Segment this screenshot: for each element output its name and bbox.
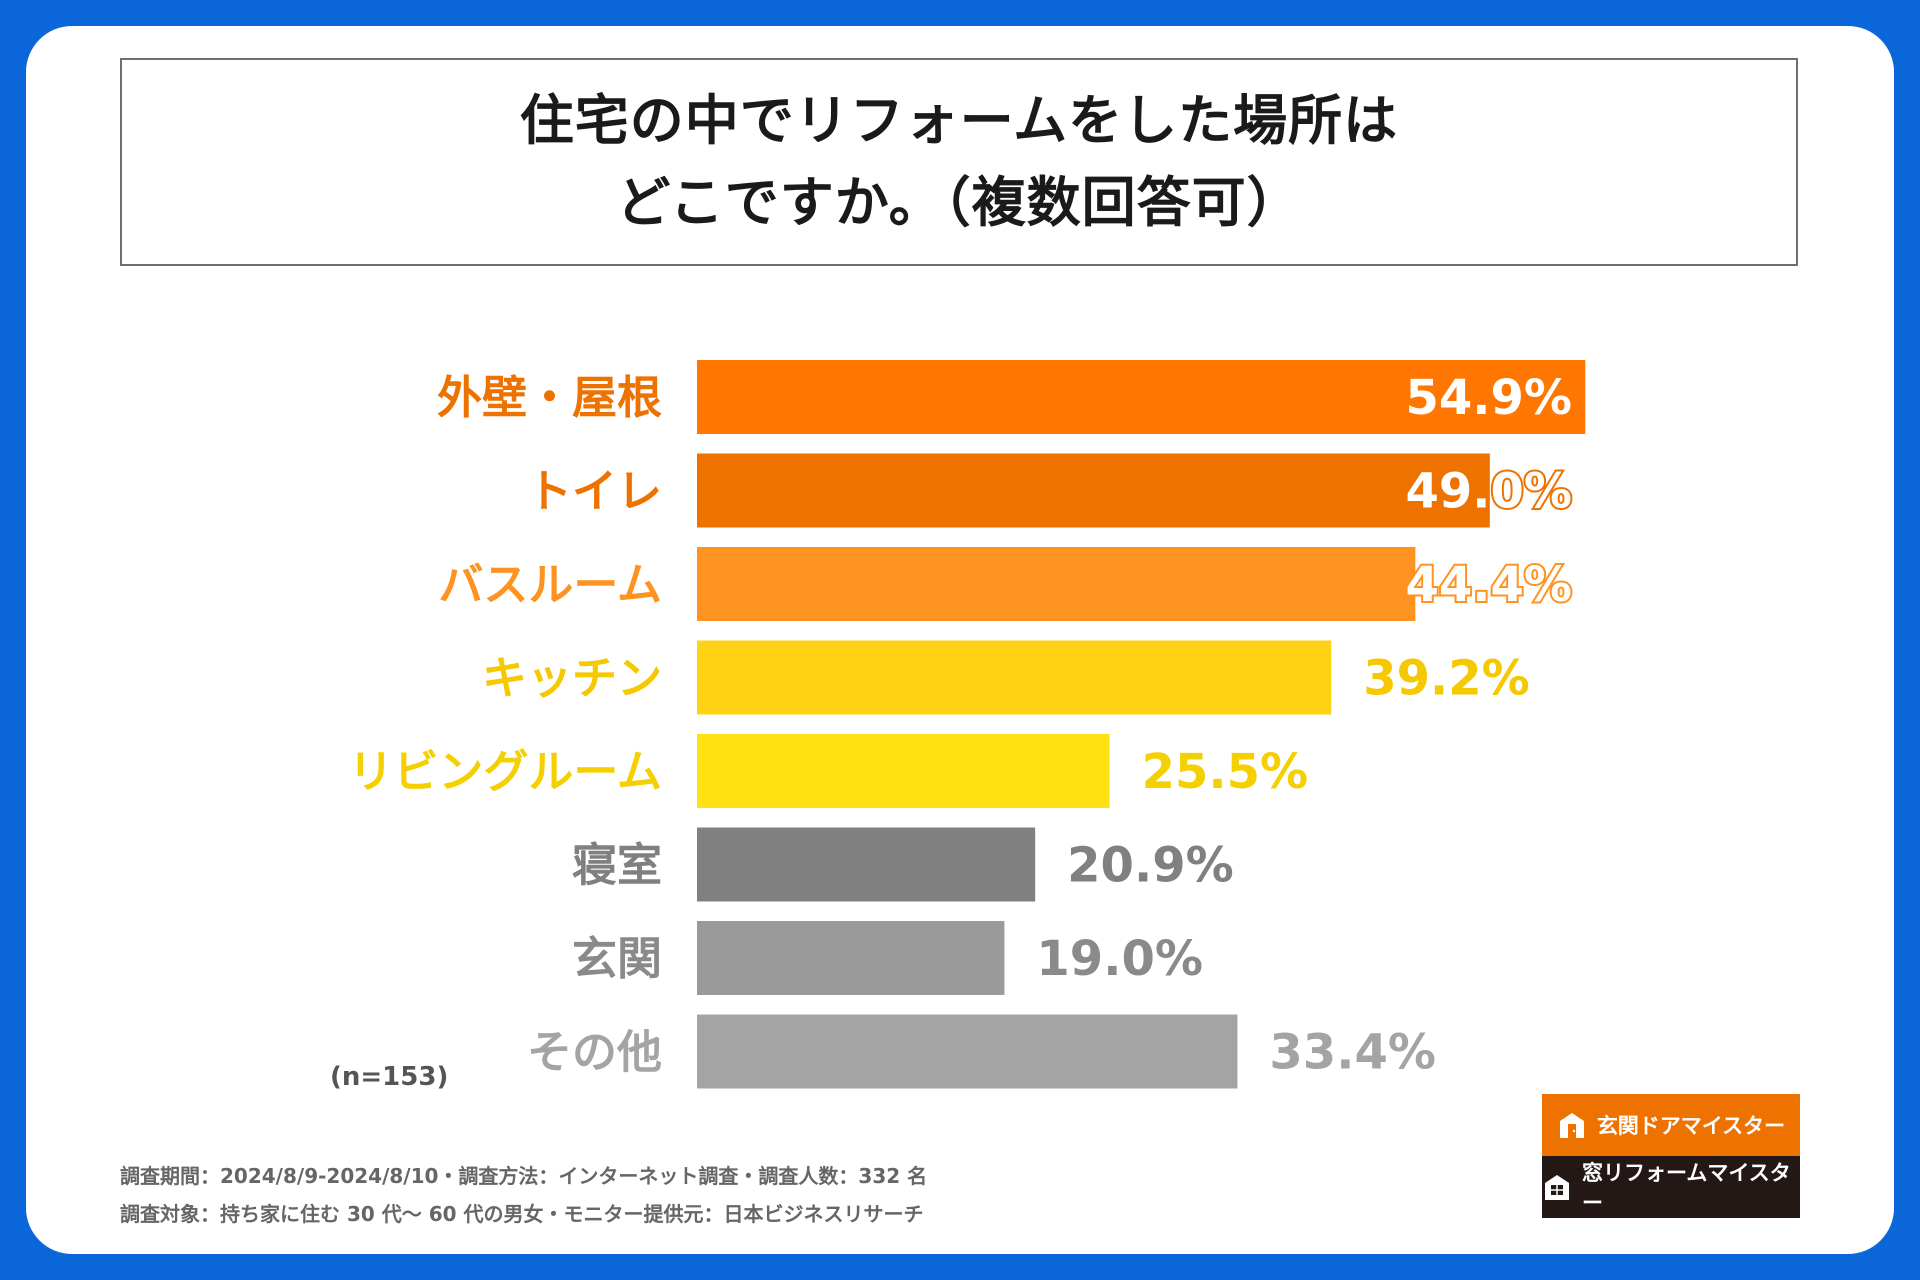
bar-6 [697, 921, 1005, 995]
house-door-icon [1559, 1113, 1584, 1138]
value-label-4: 25.5% [1142, 744, 1309, 800]
title-box: 住宅の中でリフォームをした場所は どこですか。（複数回答可） [120, 58, 1798, 266]
bar-7 [697, 1014, 1238, 1089]
footer-survey-period: 調査期間：2024/8/9-2024/8/10・調査方法：インターネット調査・調… [120, 1164, 928, 1188]
category-label-4: リビングルーム [348, 745, 662, 798]
title-line-1: 住宅の中でリフォームをした場所は [519, 89, 1399, 152]
value-label-6: 19.0% [1036, 931, 1203, 987]
value-label-5: 20.9% [1067, 838, 1234, 894]
bar-3 [697, 640, 1332, 715]
value-label-7: 33.4% [1269, 1025, 1436, 1081]
bar-5 [697, 827, 1036, 902]
bar-1 [697, 453, 1490, 528]
door-meister-text: 玄関ドアマイスター [1596, 1114, 1786, 1138]
sample-size-note: (n=153) [330, 1062, 449, 1092]
category-label-7: その他 [527, 1026, 662, 1079]
value-label-2: 44.4% [1405, 557, 1572, 613]
value-label-0: 54.9% [1405, 370, 1572, 426]
title-line-2: どこですか。（複数回答可） [616, 171, 1302, 234]
bar-2 [697, 547, 1416, 621]
window-meister-text: 窓リフォームマイスター [1582, 1161, 1791, 1215]
value-label-1: 49.0% [1405, 464, 1572, 520]
category-label-2: バスルーム [438, 558, 662, 611]
house-window-icon [1545, 1175, 1569, 1200]
category-label-3: キッチン [482, 652, 662, 705]
footer-survey-target: 調査対象：持ち家に住む 30 代～ 60 代の男女・モニター提供元：日本ビジネス… [120, 1202, 924, 1226]
category-label-6: 玄関 [572, 932, 662, 985]
value-label-3: 39.2% [1363, 651, 1530, 707]
category-label-5: 寝室 [572, 839, 662, 892]
window-meister-logo: 窓リフォームマイスター [1542, 1156, 1800, 1218]
category-label-0: 外壁・屋根 [437, 371, 662, 424]
bar-0 [697, 360, 1586, 434]
door-meister-logo: 玄関ドアマイスター [1542, 1094, 1800, 1156]
bar-4 [697, 734, 1110, 808]
category-label-1: トイレ [527, 465, 662, 518]
